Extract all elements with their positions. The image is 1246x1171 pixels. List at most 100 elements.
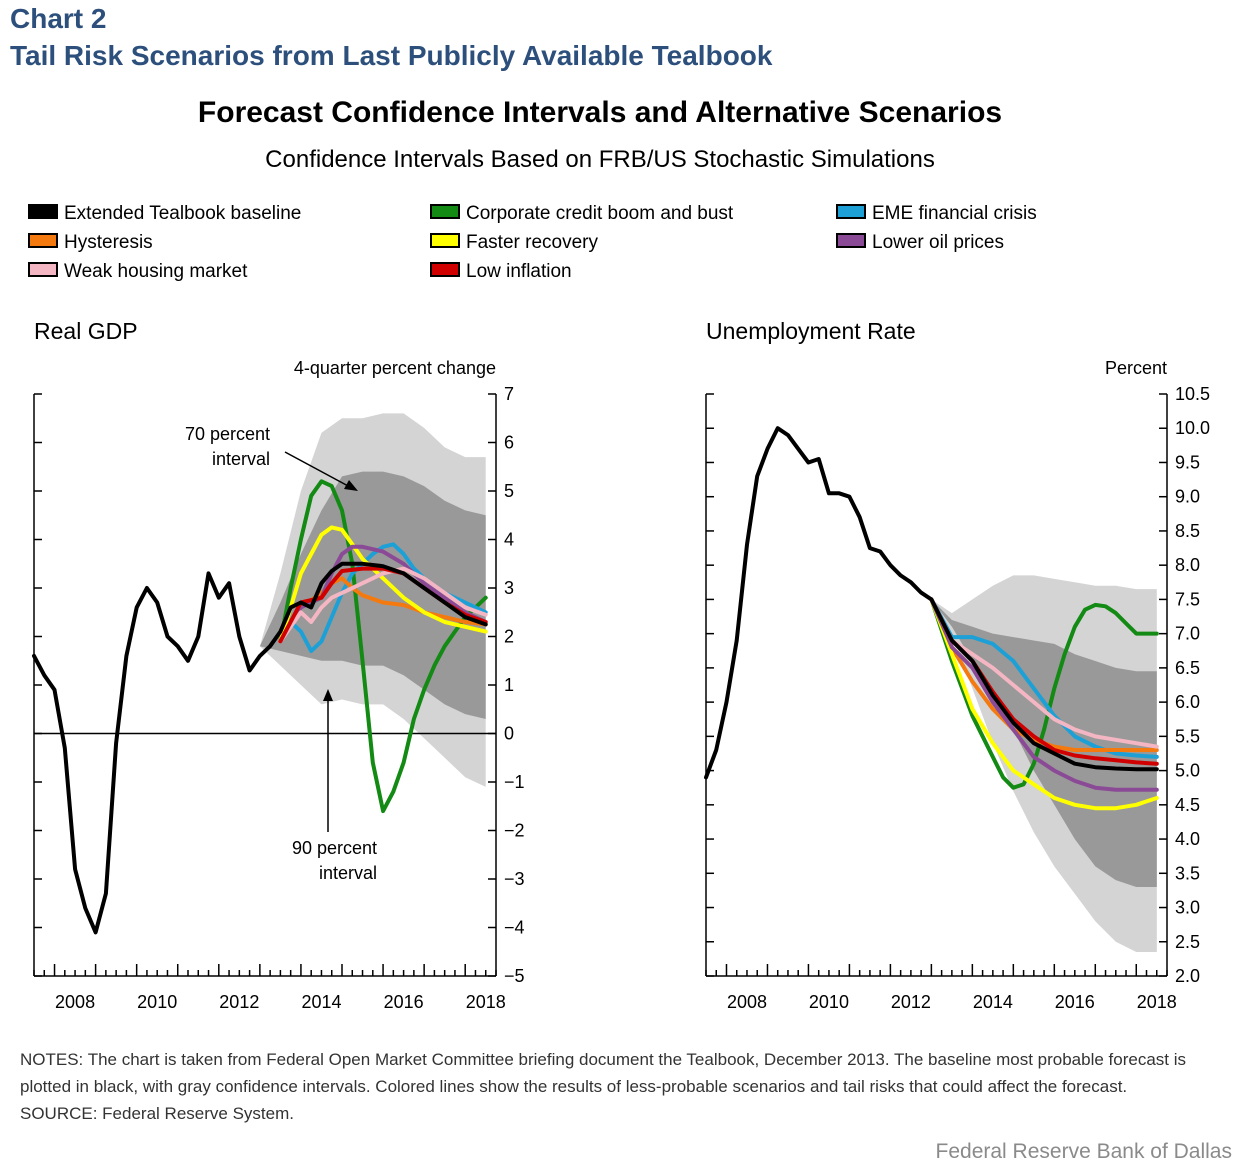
legend-swatch (28, 262, 58, 278)
legend-item-low-inflation: Low inflation (430, 261, 572, 283)
gdp-ytick-label: 0 (504, 724, 514, 744)
legend-swatch (28, 204, 58, 220)
ur-xtick-label: 2018 (1137, 992, 1177, 1012)
gdp-ytick-label: 5 (504, 481, 514, 501)
ur-ytick-label: 8.5 (1175, 521, 1200, 541)
gdp-xtick-label: 2016 (384, 992, 424, 1012)
legend-item-baseline: Extended Tealbook baseline (28, 203, 301, 225)
ur-ytick-label: 3.5 (1175, 863, 1200, 883)
gdp-ytick-label: 7 (504, 384, 514, 404)
ur-ytick-label: 5.0 (1175, 761, 1200, 781)
unemployment-unit-label: Percent (1105, 358, 1167, 378)
gdp-ytick-label: 3 (504, 578, 514, 598)
gdp-series-extended-tealbook-baseline (32, 561, 488, 935)
ur-ytick-label: 8.0 (1175, 555, 1200, 575)
legend-item-faster-recovery: Faster recovery (430, 232, 598, 254)
charts-canvas: Real GDP 4-quarter percent change Unempl… (32, 318, 1210, 1012)
gdp-ytick-label: −2 (504, 821, 525, 841)
ur-ytick-label: 6.0 (1175, 692, 1200, 712)
gdp-ytick-label: −3 (504, 869, 525, 889)
figure-title: Forecast Confidence Intervals and Altern… (197, 96, 1003, 129)
gdp-panel-title: Real GDP (34, 318, 138, 344)
notes-text: NOTES: The chart is taken from Federal O… (20, 1050, 1187, 1096)
chart-number: Chart 2 (10, 3, 107, 34)
annotation-90-arrowhead (323, 689, 333, 701)
legend-swatch (836, 204, 866, 220)
gdp-ytick-label: −5 (504, 966, 525, 986)
legend-swatch (836, 233, 866, 249)
gdp-plot: −5 −4 −3 −2 −1 0 1 2 3 4 5 6 7 2008 2010 2012 2014 2016 20… (32, 384, 525, 1012)
ur-ytick-label: 4.5 (1175, 795, 1200, 815)
annotation-70-percent: 70 percent interval (185, 424, 358, 491)
ur-ytick-label: 6.5 (1175, 658, 1200, 678)
unemployment-panel-title: Unemployment Rate (706, 318, 916, 344)
gdp-ytick-label: 1 (504, 675, 514, 695)
gdp-series-corporate-credit-boom-and-bust (278, 479, 488, 814)
annotation-90-line1: 90 percent (292, 838, 377, 858)
legend-label: Weak housing market (64, 261, 248, 282)
legend-item-eme-crisis: EME financial crisis (836, 203, 1037, 225)
gdp-series-faster-recovery (278, 525, 488, 644)
ur-ytick-label: 9.0 (1175, 487, 1200, 507)
gdp-series-weak-housing-market (278, 566, 488, 644)
legend-label: Faster recovery (466, 232, 598, 253)
ur-ytick-label: 7.0 (1175, 624, 1200, 644)
legend-item-hysteresis: Hysteresis (28, 232, 153, 254)
gdp-xtick-label: 2014 (301, 992, 341, 1012)
annotation-70-line2: interval (212, 449, 270, 469)
annotation-70-line1: 70 percent (185, 424, 270, 444)
ur-series-weak-housing-market (929, 597, 1159, 749)
ur-ytick-label: 2.5 (1175, 932, 1200, 952)
legend-item-weak-housing: Weak housing market (28, 261, 247, 283)
legend-item-credit-boom: Corporate credit boom and bust (430, 203, 733, 225)
gdp-ytick-label: −1 (504, 772, 525, 792)
legend-swatch (28, 233, 58, 249)
credit-line: Federal Reserve Bank of Dallas (935, 1140, 1232, 1163)
legend-item-lower-oil: Lower oil prices (836, 232, 1004, 254)
gdp-band-70 (259, 471, 486, 719)
chart-title: Tail Risk Scenarios from Last Publicly A… (10, 40, 773, 71)
ur-xtick-label: 2010 (809, 992, 849, 1012)
legend-label: Extended Tealbook baseline (64, 203, 302, 224)
ur-ytick-label: 10.5 (1175, 384, 1210, 404)
ur-ytick-label: 2.0 (1175, 966, 1200, 986)
gdp-ytick-label: 6 (504, 433, 514, 453)
gdp-ytick-label: 4 (504, 530, 514, 550)
ur-series-eme-financial-crisis (929, 597, 1159, 759)
ur-ytick-label: 3.0 (1175, 898, 1200, 918)
ur-xtick-label: 2012 (891, 992, 931, 1012)
gdp-ytick-label: 2 (504, 627, 514, 647)
unemployment-plot: 2.0 2.5 3.0 3.5 4.0 4.5 5.0 5.5 6.0 6.5 7.0 7.5 8.0 8… (704, 384, 1210, 1012)
legend-swatch (430, 262, 460, 278)
gdp-xtick-label: 2008 (55, 992, 95, 1012)
annotation-70-arrowhead (344, 480, 358, 491)
figure-subtitle: Confidence Intervals Based on FRB/US Sto… (265, 146, 935, 173)
annotation-70-arrow-line (284, 451, 351, 488)
ur-ytick-label: 9.5 (1175, 452, 1200, 472)
gdp-ytick-label: −4 (504, 918, 525, 938)
ur-series-faster-recovery (929, 597, 1159, 811)
ur-xtick-label: 2008 (727, 992, 767, 1012)
ur-xtick-label: 2016 (1055, 992, 1095, 1012)
ur-ytick-label: 4.0 (1175, 829, 1200, 849)
legend-label: Corporate credit boom and bust (466, 203, 734, 224)
source-text: SOURCE: Federal Reserve System. (20, 1104, 294, 1123)
legend-label: Hysteresis (64, 232, 153, 253)
annotation-90-line2: interval (319, 863, 377, 883)
legend-swatch (430, 204, 460, 220)
legend-label: Low inflation (466, 261, 572, 282)
annotation-90-percent: 90 percent interval (292, 689, 377, 883)
ur-ytick-label: 10.0 (1175, 418, 1210, 438)
gdp-unit-label: 4-quarter percent change (294, 358, 496, 378)
legend-swatch (430, 233, 460, 249)
ur-series-corporate-credit-boom-and-bust (929, 597, 1159, 790)
gdp-xtick-label: 2010 (137, 992, 177, 1012)
ur-series-extended-tealbook-baseline (704, 426, 1159, 780)
ur-ytick-label: 5.5 (1175, 726, 1200, 746)
ur-ytick-label: 7.5 (1175, 589, 1200, 609)
legend-label: EME financial crisis (872, 203, 1037, 224)
gdp-xtick-label: 2012 (219, 992, 259, 1012)
gdp-xtick-label: 2018 (466, 992, 506, 1012)
legend-label: Lower oil prices (872, 232, 1004, 253)
notes: NOTES: The chart is taken from Federal O… (20, 1046, 1220, 1127)
